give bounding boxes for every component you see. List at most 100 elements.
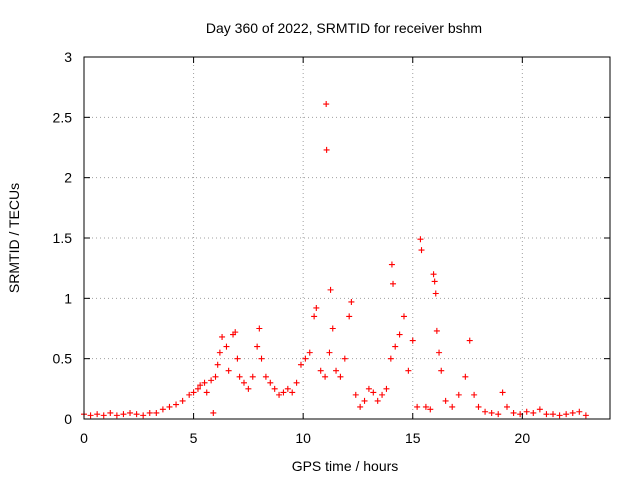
data-point <box>186 391 193 398</box>
data-point <box>333 367 340 374</box>
data-point <box>212 373 219 380</box>
data-point <box>133 411 140 418</box>
y-axis-label: SRMTID / TECUs <box>6 183 22 293</box>
data-point <box>449 403 456 410</box>
data-point <box>503 403 510 410</box>
data-point <box>400 313 407 320</box>
data-point <box>210 409 217 416</box>
data-point <box>379 391 386 398</box>
data-point <box>414 403 421 410</box>
plot-frame <box>83 56 611 420</box>
data-point <box>201 379 208 386</box>
data-point <box>530 409 537 416</box>
x-tick-label: 10 <box>295 430 311 446</box>
data-point <box>563 411 570 418</box>
data-point <box>208 377 215 384</box>
data-point <box>550 411 557 418</box>
data-point <box>323 101 330 108</box>
data-point <box>214 361 221 368</box>
grid-layer <box>84 57 610 419</box>
data-point <box>166 403 173 410</box>
data-point <box>430 271 437 278</box>
data-point <box>569 409 576 416</box>
data-point <box>390 280 397 287</box>
data-point <box>280 389 287 396</box>
data-point <box>495 411 502 418</box>
data-point <box>361 397 368 404</box>
data-point <box>327 286 334 293</box>
data-point <box>197 382 204 389</box>
y-tick-label: 0.5 <box>53 351 73 367</box>
data-points <box>81 101 589 419</box>
data-point <box>323 146 330 153</box>
data-point <box>431 278 438 285</box>
data-point <box>455 391 462 398</box>
data-point <box>427 406 434 413</box>
data-point <box>113 412 120 419</box>
data-point <box>232 329 239 336</box>
data-point <box>337 373 344 380</box>
x-tick-label: 0 <box>80 430 88 446</box>
data-point <box>87 412 94 419</box>
data-point <box>341 355 348 362</box>
y-tick-label: 1 <box>64 290 72 306</box>
data-point <box>302 355 309 362</box>
data-point <box>223 343 230 350</box>
data-point <box>313 304 320 311</box>
y-tick-label: 2.5 <box>53 109 73 125</box>
data-point <box>107 409 114 416</box>
data-point <box>140 412 147 419</box>
y-tick-label: 3 <box>64 49 72 65</box>
data-point <box>392 343 399 350</box>
data-point <box>576 408 583 415</box>
data-point <box>173 401 180 408</box>
data-point <box>383 385 390 392</box>
data-point <box>100 412 107 419</box>
data-point <box>388 261 395 268</box>
data-point <box>317 367 324 374</box>
data-point <box>352 391 359 398</box>
data-point <box>475 403 482 410</box>
data-point <box>510 409 517 416</box>
data-point <box>432 290 439 297</box>
data-point <box>94 411 101 418</box>
data-point <box>442 397 449 404</box>
data-point <box>120 411 127 418</box>
data-point <box>267 379 274 386</box>
data-point <box>219 333 226 340</box>
data-point <box>216 349 223 356</box>
data-point <box>203 389 210 396</box>
data-point <box>276 391 283 398</box>
data-point <box>482 408 489 415</box>
data-point <box>543 411 550 418</box>
data-point <box>365 385 372 392</box>
data-point <box>462 373 469 380</box>
y-tick-label: 1.5 <box>53 230 73 246</box>
data-point <box>254 343 261 350</box>
data-point <box>284 385 291 392</box>
data-point <box>357 403 364 410</box>
data-point <box>409 337 416 344</box>
x-axis-label: GPS time / hours <box>292 458 399 474</box>
tick-layer: 0 0.5 1 1.5 2 2.5 3 0 5 10 15 20 <box>53 49 610 446</box>
data-point <box>262 373 269 380</box>
data-point <box>418 247 425 254</box>
data-point <box>387 355 394 362</box>
data-point <box>346 313 353 320</box>
data-point <box>466 337 473 344</box>
data-point <box>433 327 440 334</box>
data-point <box>190 389 197 396</box>
chart-title: Day 360 of 2022, SRMTID for receiver bsh… <box>206 20 482 36</box>
data-point <box>245 385 252 392</box>
data-point <box>256 325 263 332</box>
data-point <box>311 313 318 320</box>
data-point <box>258 355 265 362</box>
x-tick-label: 20 <box>515 430 531 446</box>
data-point <box>153 409 160 416</box>
data-point <box>374 397 381 404</box>
data-point <box>293 379 300 386</box>
data-point <box>422 403 429 410</box>
data-point <box>436 349 443 356</box>
data-point <box>488 409 495 416</box>
